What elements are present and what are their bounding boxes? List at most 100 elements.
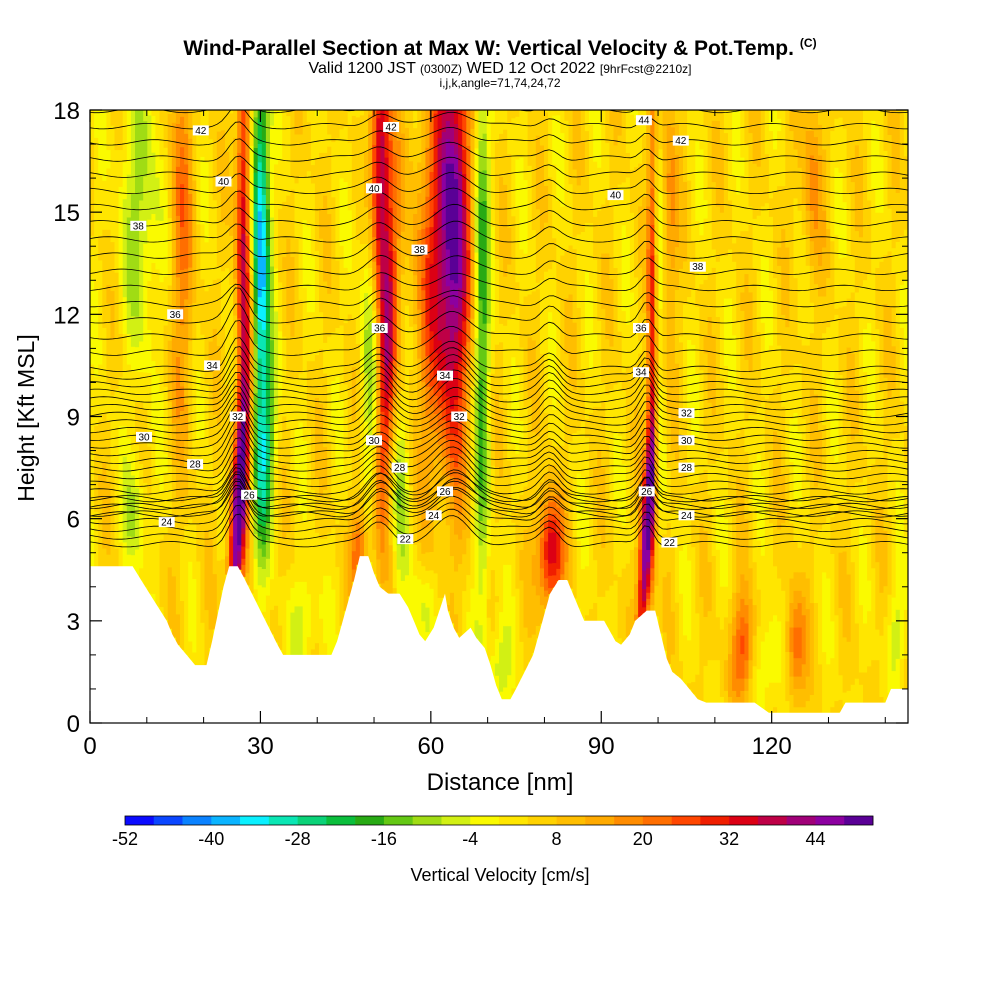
velocity-cell — [805, 265, 811, 346]
velocity-cell — [695, 484, 700, 614]
velocity-cell — [539, 279, 545, 354]
velocity-cell — [409, 485, 414, 536]
velocity-cell — [494, 393, 500, 468]
x-axis-label: Distance [nm] — [427, 769, 574, 796]
velocity-cell — [233, 137, 238, 193]
velocity-cell — [883, 585, 889, 617]
velocity-cell — [200, 487, 206, 623]
velocity-cell — [151, 213, 157, 263]
velocity-cell — [539, 518, 545, 538]
velocity-cell — [695, 110, 700, 142]
velocity-cell — [122, 110, 128, 163]
velocity-cell — [503, 625, 508, 688]
velocity-cell — [703, 126, 709, 201]
velocity-cell — [163, 190, 169, 277]
velocity-cell — [241, 533, 246, 547]
velocity-cell — [511, 117, 516, 217]
velocity-cell — [384, 273, 390, 366]
velocity-cell — [380, 356, 386, 412]
y-tick-label: 6 — [67, 507, 80, 534]
velocity-cell — [609, 511, 615, 586]
velocity-cell — [679, 110, 684, 147]
velocity-cell — [474, 196, 480, 253]
velocity-cell — [666, 191, 672, 254]
velocity-cell — [846, 494, 852, 501]
velocity-cell — [319, 238, 324, 313]
velocity-cell — [220, 110, 226, 131]
velocity-cell — [163, 533, 169, 620]
velocity-cell — [908, 104, 913, 144]
velocity-cell — [846, 641, 852, 691]
velocity-cell — [830, 553, 835, 622]
velocity-cell — [895, 609, 901, 659]
velocity-cell — [719, 110, 725, 146]
velocity-cell — [212, 110, 218, 201]
velocity-cell — [830, 657, 835, 708]
velocity-cell — [135, 444, 140, 470]
velocity-cell — [527, 398, 533, 528]
velocity-cell — [192, 302, 197, 340]
velocity-cell — [687, 682, 692, 690]
velocity-cell — [691, 289, 696, 345]
velocity-cell — [539, 144, 545, 232]
velocity-cell — [834, 461, 840, 512]
velocity-cell — [899, 235, 905, 285]
velocity-cell — [715, 457, 721, 507]
colorbar-swatch — [786, 816, 816, 825]
velocity-cell — [846, 420, 852, 495]
velocity-cell — [830, 620, 835, 659]
velocity-cell — [171, 110, 177, 123]
velocity-cell — [863, 371, 868, 446]
velocity-cell — [286, 489, 291, 533]
velocity-cell — [241, 558, 246, 565]
velocity-cell — [368, 267, 373, 287]
contour-label-text: 28 — [681, 463, 693, 474]
velocity-cell — [736, 696, 741, 704]
velocity-cell — [499, 476, 504, 521]
velocity-cell — [613, 267, 619, 385]
velocity-cell — [584, 614, 590, 622]
velocity-cell — [740, 110, 745, 158]
velocity-cell — [216, 110, 222, 132]
velocity-cell — [196, 560, 201, 666]
velocity-cell — [658, 387, 664, 511]
velocity-cell — [629, 420, 635, 446]
velocity-cell — [642, 196, 647, 314]
velocity-cell — [605, 590, 610, 628]
velocity-cell — [396, 569, 402, 595]
velocity-cell — [159, 110, 165, 123]
velocity-cell — [813, 228, 819, 254]
velocity-cell — [650, 383, 655, 409]
velocity-cell — [220, 466, 226, 560]
velocity-cell — [527, 526, 533, 638]
velocity-cell — [319, 110, 324, 153]
velocity-cell — [871, 110, 876, 121]
velocity-cell — [683, 260, 688, 305]
velocity-cell — [650, 224, 655, 256]
velocity-cell — [552, 562, 557, 576]
velocity-cell — [425, 325, 431, 357]
velocity-cell — [666, 252, 672, 413]
isentrope-line — [90, 478, 908, 510]
velocity-cell — [437, 388, 443, 408]
velocity-cell — [458, 514, 463, 540]
velocity-cell — [466, 274, 471, 318]
velocity-cell — [875, 267, 880, 330]
velocity-cell — [650, 255, 655, 385]
velocity-cell — [490, 655, 496, 675]
velocity-cell — [425, 226, 431, 259]
velocity-cell — [94, 110, 99, 138]
velocity-cell — [617, 184, 623, 332]
velocity-cell — [850, 684, 856, 704]
velocity-cell — [756, 110, 762, 167]
velocity-cell — [732, 175, 737, 244]
contour-label-text: 40 — [368, 184, 380, 195]
colorbar-swatch — [700, 816, 730, 825]
velocity-cell — [756, 405, 762, 455]
velocity-cell — [323, 342, 328, 374]
velocity-cell — [396, 544, 402, 570]
contour-label: 42 — [672, 135, 689, 147]
velocity-cell — [384, 426, 390, 452]
velocity-cell — [850, 110, 856, 158]
velocity-cell — [261, 110, 267, 140]
